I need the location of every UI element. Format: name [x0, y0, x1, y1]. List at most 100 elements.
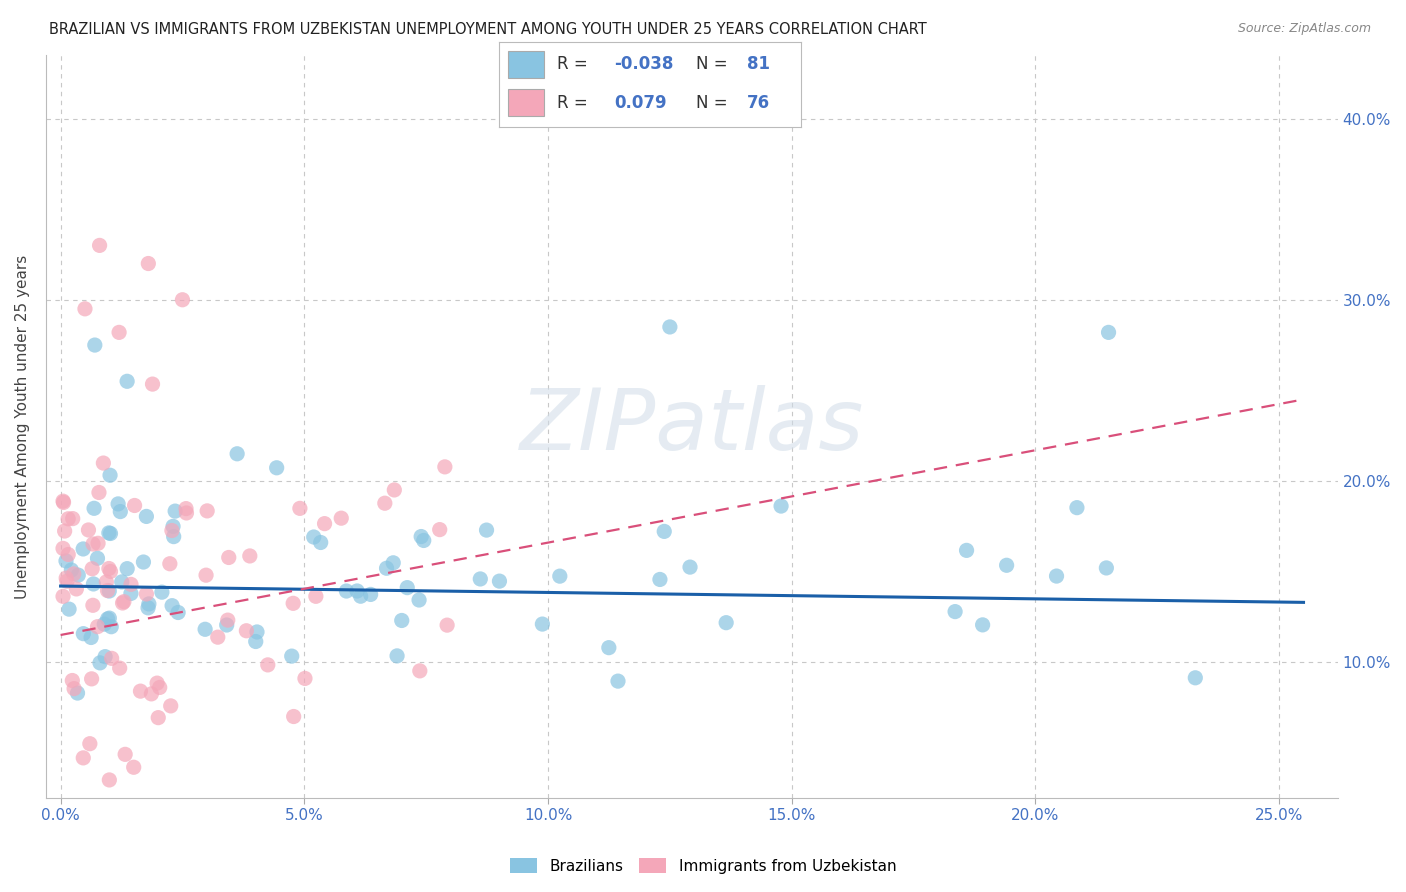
- Point: [89, 238, 111, 252]
- Point: [120, 577, 142, 591]
- Point: [72, 541, 94, 556]
- Point: [283, 596, 305, 610]
- Point: [217, 613, 239, 627]
- Point: [120, 586, 142, 600]
- Point: [111, 574, 134, 589]
- Legend: Brazilians, Immigrants from Uzbekistan: Brazilians, Immigrants from Uzbekistan: [503, 852, 903, 880]
- Point: [114, 747, 136, 762]
- Point: [470, 572, 492, 586]
- Point: [391, 614, 413, 628]
- Point: [195, 504, 218, 518]
- Point: [52, 494, 75, 508]
- Point: [360, 587, 382, 601]
- FancyBboxPatch shape: [508, 51, 544, 78]
- Point: [1095, 561, 1118, 575]
- Point: [115, 561, 138, 575]
- Point: [159, 698, 181, 713]
- Point: [294, 672, 316, 686]
- Point: [972, 618, 994, 632]
- Point: [100, 620, 122, 634]
- Point: [226, 447, 249, 461]
- Text: N =: N =: [696, 94, 733, 112]
- Point: [160, 524, 183, 538]
- Point: [129, 684, 152, 698]
- Point: [58, 602, 80, 616]
- Point: [110, 505, 132, 519]
- Point: [82, 537, 104, 551]
- Point: [80, 672, 103, 686]
- Point: [60, 563, 83, 577]
- Point: [135, 509, 157, 524]
- Point: [1184, 671, 1206, 685]
- Point: [548, 569, 571, 583]
- Point: [167, 606, 190, 620]
- Point: [87, 536, 110, 550]
- Point: [146, 676, 169, 690]
- Point: [55, 571, 77, 585]
- Point: [411, 530, 433, 544]
- Point: [163, 530, 186, 544]
- Point: [107, 497, 129, 511]
- Point: [100, 526, 122, 541]
- Point: [111, 596, 134, 610]
- Point: [382, 483, 405, 497]
- Point: [302, 530, 325, 544]
- Point: [63, 681, 86, 696]
- Point: [309, 535, 332, 549]
- Point: [52, 590, 75, 604]
- Point: [135, 587, 157, 601]
- Point: [280, 649, 302, 664]
- Point: [98, 772, 121, 787]
- Point: [65, 582, 87, 596]
- Point: [194, 622, 217, 636]
- Point: [714, 615, 737, 630]
- Point: [56, 574, 79, 589]
- Point: [382, 556, 405, 570]
- Point: [995, 558, 1018, 573]
- Point: [58, 548, 80, 562]
- Point: [288, 501, 311, 516]
- Text: Source: ZipAtlas.com: Source: ZipAtlas.com: [1237, 22, 1371, 36]
- Point: [66, 686, 89, 700]
- Point: [283, 709, 305, 723]
- Point: [256, 657, 278, 672]
- Point: [1097, 326, 1119, 340]
- Point: [314, 516, 336, 531]
- Point: [246, 624, 269, 639]
- Point: [955, 543, 977, 558]
- Point: [136, 600, 159, 615]
- Point: [122, 760, 145, 774]
- Text: BRAZILIAN VS IMMIGRANTS FROM UZBEKISTAN UNEMPLOYMENT AMONG YOUTH UNDER 25 YEARS : BRAZILIAN VS IMMIGRANTS FROM UZBEKISTAN …: [49, 22, 927, 37]
- Point: [138, 597, 160, 611]
- Point: [335, 584, 357, 599]
- Point: [433, 459, 456, 474]
- Point: [100, 565, 122, 579]
- Text: 81: 81: [747, 55, 770, 73]
- Point: [385, 648, 408, 663]
- Point: [86, 620, 108, 634]
- Point: [136, 256, 159, 270]
- Point: [218, 550, 240, 565]
- Point: [98, 584, 121, 599]
- Point: [172, 293, 194, 307]
- Point: [374, 496, 396, 510]
- Point: [648, 573, 671, 587]
- Point: [346, 584, 368, 599]
- Point: [350, 589, 373, 603]
- Point: [149, 681, 172, 695]
- Point: [94, 649, 117, 664]
- Point: [235, 624, 257, 638]
- Point: [60, 673, 83, 688]
- Point: [429, 523, 451, 537]
- Point: [108, 326, 131, 340]
- Point: [150, 585, 173, 599]
- Point: [62, 511, 84, 525]
- Point: [239, 549, 262, 563]
- Point: [159, 557, 181, 571]
- Point: [80, 631, 103, 645]
- Point: [770, 499, 793, 513]
- Point: [82, 562, 104, 576]
- Text: -0.038: -0.038: [614, 55, 673, 73]
- Point: [73, 301, 96, 316]
- Point: [87, 485, 110, 500]
